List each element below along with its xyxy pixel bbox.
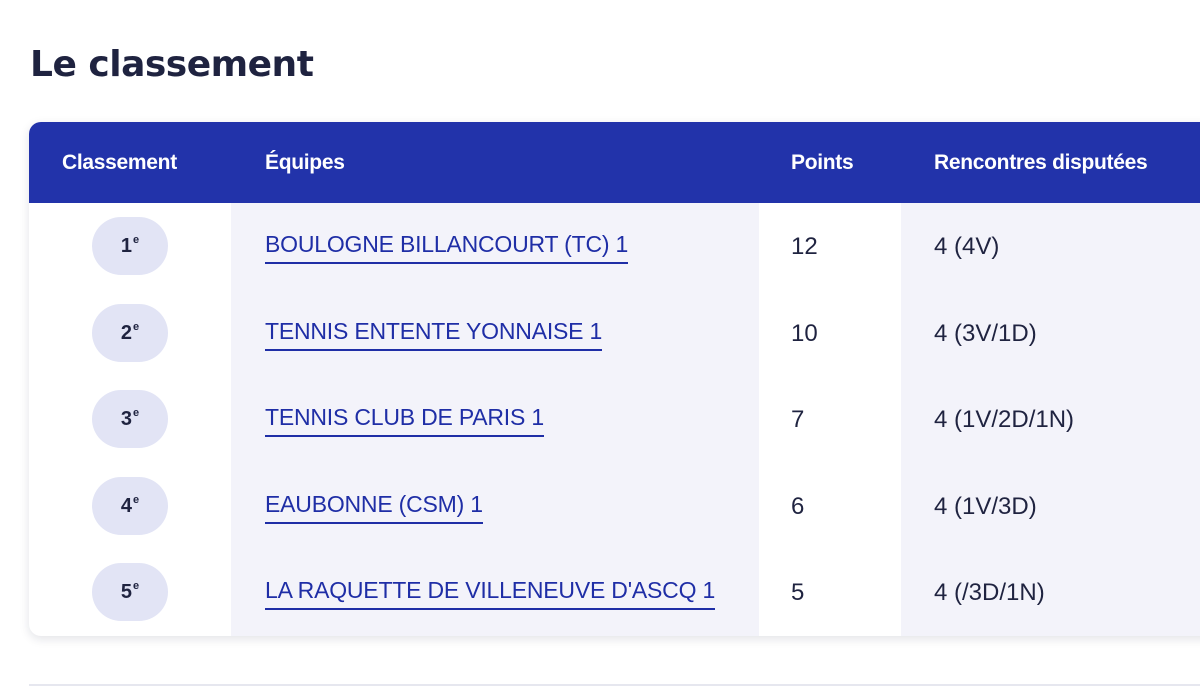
header-played: Rencontres disputées bbox=[934, 151, 1148, 174]
points-value: 5 bbox=[791, 579, 805, 607]
rank-suffix: e bbox=[133, 234, 140, 246]
table-header: Classement Équipes Points Rencontres dis… bbox=[29, 122, 1200, 203]
page-title: Le classement bbox=[30, 44, 314, 85]
played-value: 4 (/3D/1N) bbox=[934, 579, 1045, 607]
rank-number: 4 bbox=[120, 494, 132, 517]
played-value: 4 (3V/1D) bbox=[934, 319, 1037, 347]
table-row: 5e LA RAQUETTE DE VILLENEUVE D'ASCQ 1 5 … bbox=[29, 549, 1200, 636]
played-value: 4 (1V/2D/1N) bbox=[934, 406, 1075, 434]
table-row: 4e EAUBONNE (CSM) 1 6 4 (1V/3D) bbox=[29, 463, 1200, 550]
section-divider bbox=[29, 684, 1200, 686]
rank-number: 5 bbox=[120, 581, 132, 604]
points-value: 12 bbox=[791, 233, 818, 260]
rank-badge: 4e bbox=[92, 476, 168, 535]
header-rank: Classement bbox=[62, 151, 177, 174]
team-link[interactable]: TENNIS CLUB DE PARIS 1 bbox=[265, 404, 544, 438]
rank-suffix: e bbox=[133, 407, 140, 420]
played-value: 4 (1V/3D) bbox=[934, 492, 1037, 520]
points-value: 10 bbox=[791, 319, 818, 347]
rank-badge: 5e bbox=[92, 563, 168, 622]
rank-number: 2 bbox=[120, 321, 132, 344]
rank-number: 1 bbox=[120, 235, 132, 257]
played-column-shade bbox=[901, 203, 1200, 636]
table-row: 1e BOULOGNE BILLANCOURT (TC) 1 12 4 (4V) bbox=[29, 203, 1200, 290]
header-team: Équipes bbox=[265, 151, 345, 174]
header-points: Points bbox=[791, 151, 854, 174]
team-column-shade bbox=[231, 203, 759, 636]
rank-badge: 3e bbox=[92, 390, 168, 449]
rank-number: 3 bbox=[120, 408, 132, 431]
team-link[interactable]: TENNIS ENTENTE YONNAISE 1 bbox=[265, 318, 602, 351]
rank-badge: 2e bbox=[92, 303, 168, 362]
team-link[interactable]: BOULOGNE BILLANCOURT (TC) 1 bbox=[265, 231, 628, 264]
played-value: 4 (4V) bbox=[934, 233, 1000, 260]
points-value: 7 bbox=[791, 406, 805, 434]
rank-suffix: e bbox=[133, 320, 140, 333]
rank-badge: 1e bbox=[92, 217, 168, 275]
points-value: 6 bbox=[791, 492, 805, 520]
table-row: 3e TENNIS CLUB DE PARIS 1 7 4 (1V/2D/1N) bbox=[29, 376, 1200, 463]
table-row: 2e TENNIS ENTENTE YONNAISE 1 10 4 (3V/1D… bbox=[29, 290, 1200, 377]
rank-suffix: e bbox=[133, 580, 140, 593]
team-link[interactable]: EAUBONNE (CSM) 1 bbox=[265, 491, 483, 524]
team-link[interactable]: LA RAQUETTE DE VILLENEUVE D'ASCQ 1 bbox=[265, 577, 715, 611]
standings-table: Classement Équipes Points Rencontres dis… bbox=[29, 122, 1200, 636]
rank-suffix: e bbox=[133, 493, 140, 506]
